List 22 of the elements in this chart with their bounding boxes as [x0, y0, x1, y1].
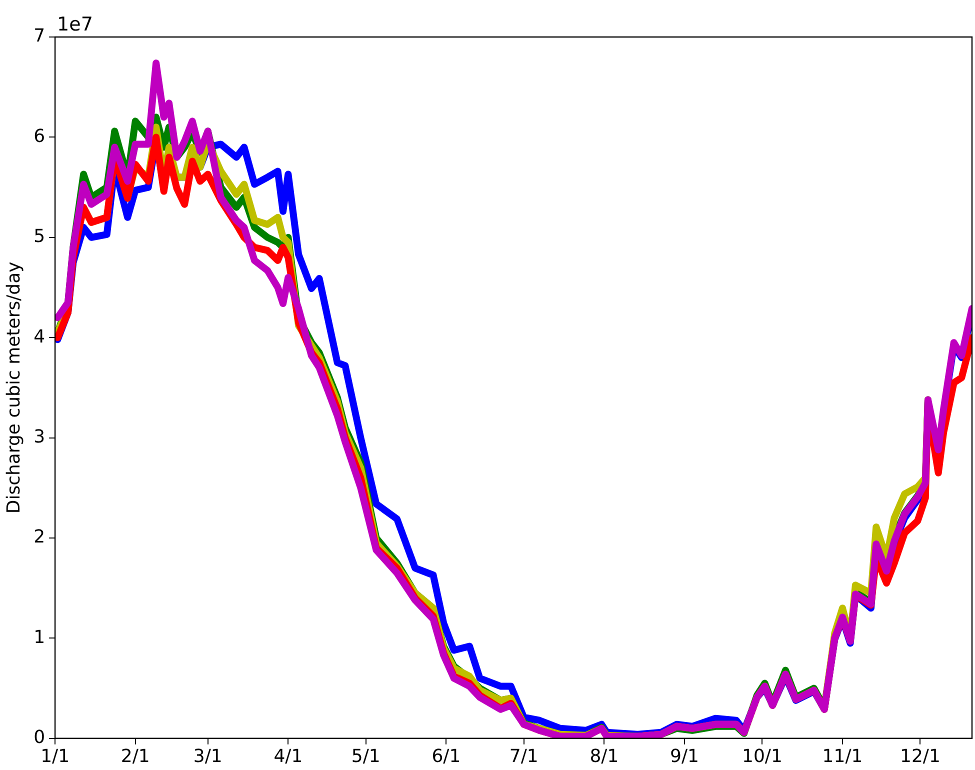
y-tick-label: 2 [34, 526, 46, 548]
y-tick-label: 7 [34, 26, 46, 47]
y-tick-label: 3 [34, 426, 46, 448]
text: 1e7 [57, 13, 93, 36]
y-tick-label: 6 [34, 126, 46, 147]
x-tick-label: 10/1 [742, 746, 782, 767]
y-tick-label: 4 [34, 326, 46, 348]
y-tick-label: 0 [34, 727, 46, 748]
x-tick-label: 7/1 [509, 746, 538, 767]
x-tick-label: 3/1 [193, 746, 222, 767]
x-tick-label: 2/1 [120, 746, 150, 767]
y-tick-label: 5 [34, 226, 46, 248]
x-tick-label: 8/1 [590, 746, 619, 767]
x-tick-label: 11/1 [822, 746, 863, 767]
y-tick-label: 1 [34, 626, 46, 648]
x-tick-label: 5/1 [351, 746, 380, 767]
x-tick-label: 12/1 [900, 746, 940, 767]
x-tick-label: 1/1 [40, 746, 70, 767]
x-tick-label: 4/1 [274, 746, 303, 767]
y-axis-title: Discharge cubic meters/day [3, 261, 24, 514]
x-tick-label: 9/1 [670, 746, 699, 767]
x-tick-label: 6/1 [432, 746, 461, 767]
